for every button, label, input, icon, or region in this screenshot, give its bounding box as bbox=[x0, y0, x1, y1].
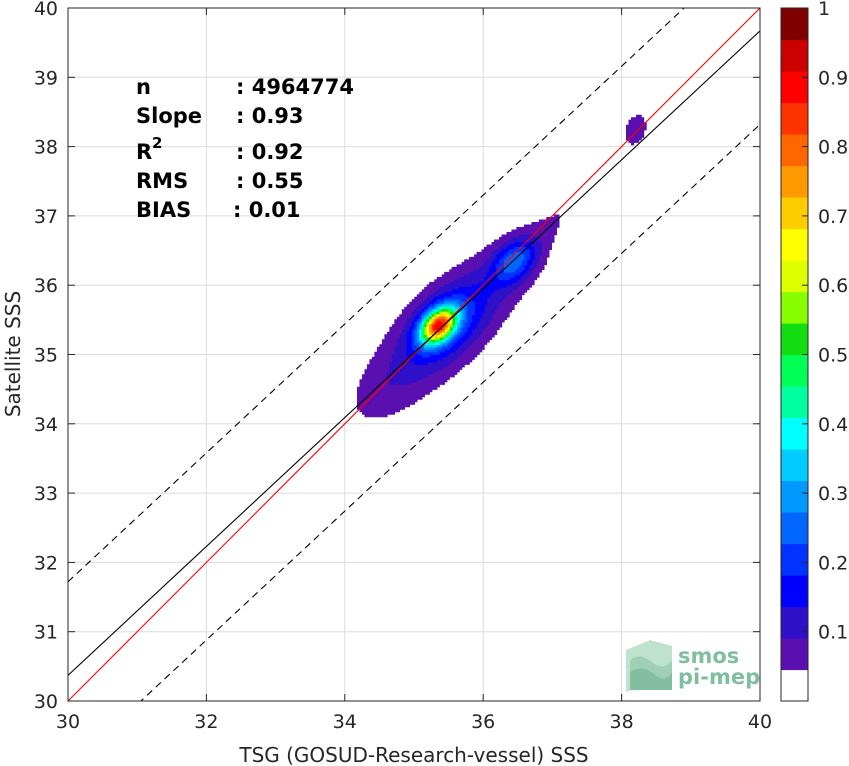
colorbar-swatch bbox=[781, 228, 808, 261]
stat-n-value: : 4964774 bbox=[236, 75, 354, 99]
stat-n-label: n bbox=[136, 75, 151, 99]
stat-slope-label: Slope bbox=[136, 104, 202, 128]
colorbar-swatch bbox=[781, 449, 808, 482]
colorbar-swatch bbox=[781, 512, 808, 545]
colorbar: 0.1 0.2 0.3 0.4 0.5 0.6 0.7 0.8 0.9 1 bbox=[780, 0, 848, 702]
colorbar-tick-label: 1 bbox=[818, 0, 830, 20]
colorbar-swatch bbox=[781, 260, 808, 293]
colorbar-swatch bbox=[781, 354, 808, 387]
y-tick-label: 35 bbox=[34, 345, 58, 367]
logo-wave-icon bbox=[626, 640, 672, 692]
stat-rms-value: : 0.55 bbox=[236, 169, 304, 193]
colorbar-swatch bbox=[781, 669, 808, 702]
y-tick-label: 36 bbox=[34, 275, 58, 297]
y-axis-label: Satellite SSS bbox=[1, 291, 25, 417]
colorbar-swatch bbox=[781, 102, 808, 135]
stat-rms-label: RMS bbox=[136, 169, 188, 193]
colorbar-swatch bbox=[781, 197, 808, 230]
statistics-annotation: n : 4964774 Slope : 0.93 R 2 : 0.92 RMS … bbox=[136, 75, 354, 222]
colorbar-tick-label: 0.3 bbox=[818, 483, 848, 505]
y-tick-label: 38 bbox=[34, 137, 58, 159]
y-tick-label: 39 bbox=[34, 67, 58, 89]
line-regression-fit bbox=[68, 30, 760, 676]
logo-text-pimep: pi-mep bbox=[678, 665, 760, 689]
colorbar-swatch bbox=[781, 638, 808, 671]
colorbar-swatch bbox=[781, 134, 808, 167]
grid-lines bbox=[68, 8, 760, 701]
colorbar-swatch bbox=[781, 291, 808, 324]
colorbar-swatch bbox=[781, 39, 808, 72]
y-tick-label: 33 bbox=[34, 483, 58, 505]
x-tick-label: 40 bbox=[748, 711, 772, 733]
colorbar-swatch bbox=[781, 575, 808, 608]
colorbar-tick-label: 0.5 bbox=[818, 345, 848, 367]
colorbar-swatch bbox=[781, 71, 808, 104]
stat-bias-value: : 0.01 bbox=[233, 198, 301, 222]
x-tick-label: 38 bbox=[610, 711, 634, 733]
y-tick-labels: 30 31 32 33 34 35 36 37 38 39 40 bbox=[34, 0, 58, 713]
stat-r2-label: R bbox=[136, 140, 152, 164]
reference-lines bbox=[68, 8, 760, 701]
line-upper-bound bbox=[68, 8, 685, 583]
colorbar-swatch bbox=[781, 165, 808, 198]
colorbar-swatch bbox=[781, 386, 808, 419]
y-tick-label: 34 bbox=[34, 414, 58, 436]
y-tick-label: 31 bbox=[34, 622, 58, 644]
x-tick-label: 36 bbox=[471, 711, 495, 733]
y-tick-label: 37 bbox=[34, 206, 58, 228]
y-tick-label: 30 bbox=[34, 691, 58, 713]
colorbar-tick-label: 0.2 bbox=[818, 552, 848, 574]
colorbar-tick-label: 0.9 bbox=[818, 67, 848, 89]
stat-r2-superscript: 2 bbox=[152, 134, 162, 152]
colorbar-swatch bbox=[781, 8, 808, 41]
stat-r2-value: : 0.92 bbox=[236, 140, 304, 164]
colorbar-tick-label: 0.6 bbox=[818, 275, 848, 297]
x-tick-labels: 30 32 34 36 38 40 bbox=[56, 711, 772, 733]
x-axis-label: TSG (GOSUD-Research-vessel) SSS bbox=[238, 743, 588, 766]
logo-text-smos: smos bbox=[678, 644, 739, 668]
x-tick-label: 32 bbox=[194, 711, 218, 733]
colorbar-tick-label: 0.8 bbox=[818, 137, 848, 159]
x-tick-label: 30 bbox=[56, 711, 80, 733]
stat-bias-label: BIAS bbox=[136, 198, 191, 222]
colorbar-tick-label: 0.4 bbox=[818, 414, 848, 436]
stat-slope-value: : 0.93 bbox=[236, 104, 304, 128]
colorbar-swatch bbox=[781, 543, 808, 576]
y-tick-label: 32 bbox=[34, 552, 58, 574]
colorbar-swatch bbox=[781, 323, 808, 356]
line-lower-bound bbox=[140, 124, 760, 701]
colorbar-tick-label: 0.1 bbox=[818, 622, 848, 644]
colorbar-swatch bbox=[781, 480, 808, 513]
axis-ticks bbox=[67, 7, 761, 702]
line-one-to-one bbox=[68, 8, 760, 701]
colorbar-tick-label: 0.7 bbox=[818, 206, 848, 228]
y-tick-label: 40 bbox=[34, 0, 58, 20]
x-tick-label: 34 bbox=[333, 711, 357, 733]
colorbar-swatch bbox=[781, 606, 808, 639]
smos-pimep-logo: smos pi-mep bbox=[626, 640, 760, 692]
colorbar-swatch bbox=[781, 417, 808, 450]
